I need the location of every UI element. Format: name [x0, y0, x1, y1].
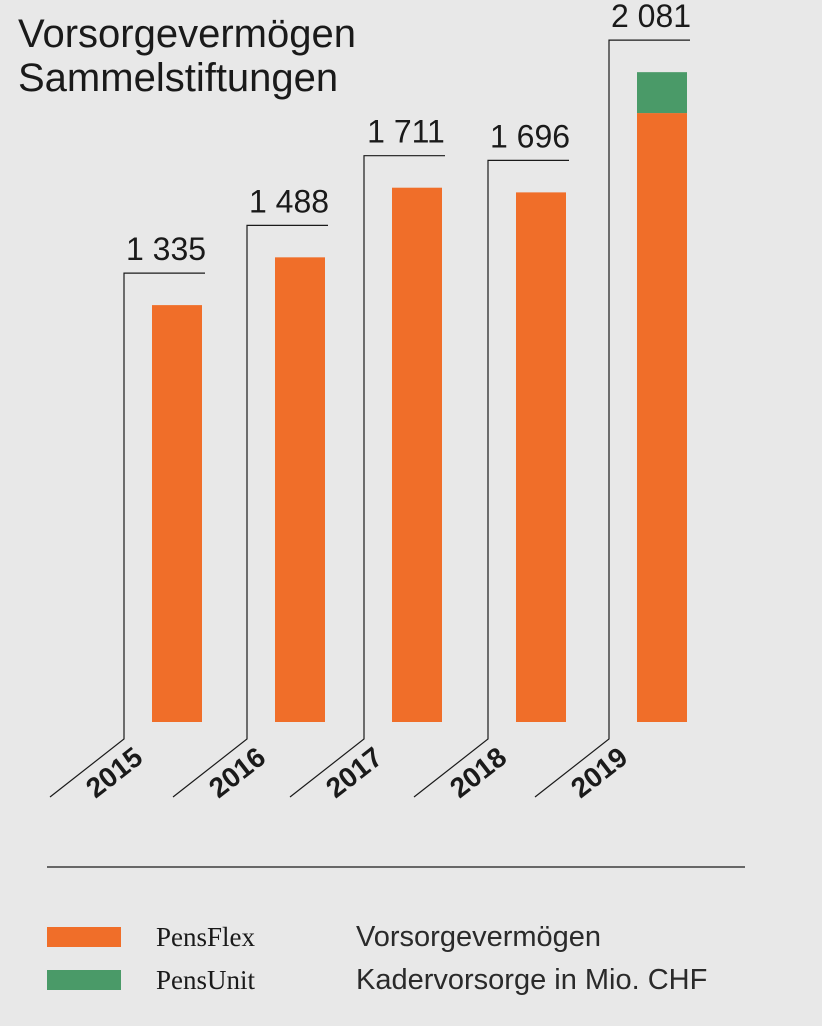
value-label-2015: 1 335: [126, 231, 206, 267]
value-label-2017: 1 711: [367, 114, 445, 150]
bar-pensflex-2019: [637, 113, 687, 723]
leader-line-2015: [49, 272, 205, 798]
x-tick-label-2017: 2017: [320, 741, 388, 804]
legend-swatch-pensunit: [47, 970, 121, 990]
legend-description-pensflex: Vorsorgevermögen: [356, 921, 602, 953]
value-labels-layer: 1 335 1 488 1 711 1 696 2 081: [126, 0, 691, 267]
x-axis-labels-layer: 2015 2016 2017 2018 2019: [80, 741, 633, 804]
value-label-2018: 1 696: [490, 118, 570, 154]
bar-pensunit-2019: [637, 72, 687, 114]
x-tick-label-2019: 2019: [565, 741, 633, 804]
bar-pensflex-2015: [152, 305, 202, 722]
leader-line-2019: [534, 39, 690, 798]
value-label-2019: 2 081: [611, 0, 691, 34]
leaders-layer: [49, 39, 690, 798]
legend-swatch-pensflex: [47, 927, 121, 947]
bar-pensflex-2017: [392, 187, 442, 723]
x-tick-label-2018: 2018: [444, 741, 512, 804]
leader-line-2016: [172, 224, 328, 798]
legend-label-pensflex: PensFlex: [156, 922, 256, 952]
bar-pensflex-2016: [275, 257, 325, 722]
x-tick-label-2016: 2016: [203, 741, 271, 804]
legend-description-pensunit: Kadervorsorge in Mio. CHF: [356, 964, 708, 996]
chart-title-line-2: Sammelstiftungen: [18, 56, 339, 100]
legend-item-pensunit: PensUnit Kadervorsorge in Mio. CHF: [0, 965, 822, 995]
leader-line-2018: [413, 159, 569, 798]
chart-title-line-1: Vorsorgevermögen: [18, 12, 356, 56]
bar-pensflex-2018: [516, 192, 566, 723]
legend-item-pensflex: PensFlex Vorsorgevermögen: [0, 922, 822, 952]
leader-line-2017: [289, 155, 445, 798]
value-label-2016: 1 488: [249, 183, 329, 219]
chart-title: Vorsorgevermögen Sammelstiftungen: [18, 12, 356, 100]
bars-layer: [152, 72, 687, 723]
legend-label-pensunit: PensUnit: [156, 965, 256, 995]
x-tick-label-2015: 2015: [80, 741, 148, 804]
